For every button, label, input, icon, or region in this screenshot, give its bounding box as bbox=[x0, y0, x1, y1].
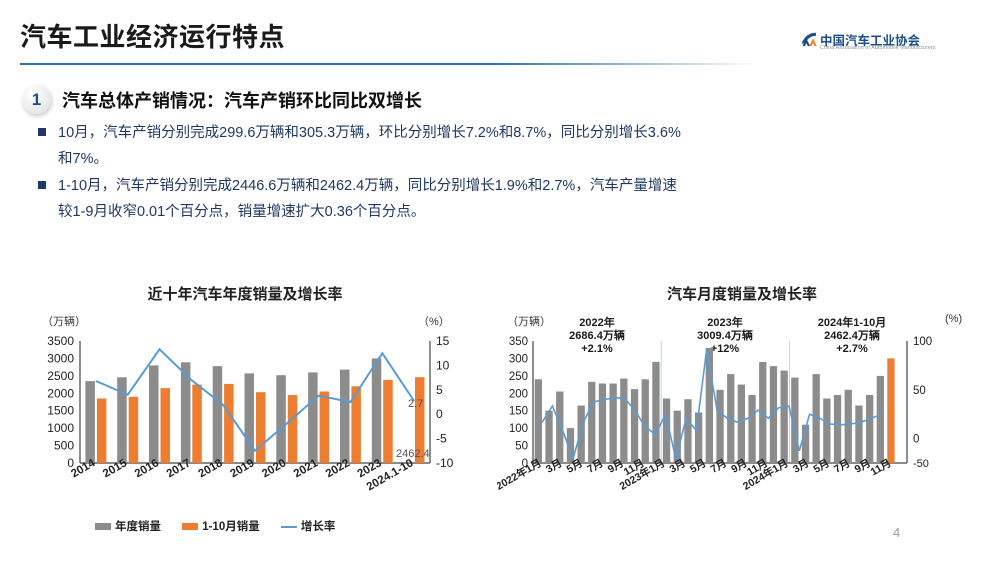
svg-text:2462.4: 2462.4 bbox=[396, 448, 430, 460]
svg-text:350: 350 bbox=[509, 336, 528, 348]
svg-text:500: 500 bbox=[54, 439, 74, 453]
svg-text:1500: 1500 bbox=[47, 404, 74, 418]
svg-text:+12%: +12% bbox=[711, 343, 740, 355]
svg-text:0: 0 bbox=[913, 434, 919, 446]
svg-text:50: 50 bbox=[913, 385, 926, 397]
svg-text:2500: 2500 bbox=[47, 369, 74, 383]
svg-text:200: 200 bbox=[509, 388, 528, 400]
svg-text:2000: 2000 bbox=[47, 386, 74, 400]
svg-text:250: 250 bbox=[509, 371, 528, 383]
svg-text:2022年1月: 2022年1月 bbox=[497, 456, 544, 492]
svg-text:2.7: 2.7 bbox=[408, 398, 423, 410]
svg-text:2022年: 2022年 bbox=[579, 315, 614, 329]
svg-text:300: 300 bbox=[509, 353, 528, 365]
svg-text:2462.4万辆: 2462.4万辆 bbox=[824, 328, 880, 342]
svg-text:100: 100 bbox=[913, 336, 932, 348]
svg-text:5: 5 bbox=[436, 383, 443, 397]
svg-text:2024年1-10月: 2024年1-10月 bbox=[818, 315, 887, 329]
svg-text:+2.7%: +2.7% bbox=[836, 343, 868, 355]
svg-text:1000: 1000 bbox=[47, 421, 74, 435]
svg-text:0: 0 bbox=[436, 407, 443, 421]
svg-text:3500: 3500 bbox=[47, 334, 74, 348]
svg-text:10: 10 bbox=[436, 358, 450, 372]
svg-text:-50: -50 bbox=[913, 458, 929, 470]
svg-text:2686.4万辆: 2686.4万辆 bbox=[569, 328, 625, 342]
svg-text:150: 150 bbox=[509, 406, 528, 418]
svg-text:-5: -5 bbox=[436, 432, 447, 446]
svg-text:3000: 3000 bbox=[47, 351, 74, 365]
svg-text:+2.1%: +2.1% bbox=[581, 343, 613, 355]
svg-text:15: 15 bbox=[436, 334, 450, 348]
svg-text:3009.4万辆: 3009.4万辆 bbox=[697, 328, 753, 342]
svg-text:100: 100 bbox=[509, 423, 528, 435]
svg-text:2023年: 2023年 bbox=[707, 315, 742, 329]
svg-text:-10: -10 bbox=[436, 456, 454, 470]
svg-text:50: 50 bbox=[515, 441, 528, 453]
